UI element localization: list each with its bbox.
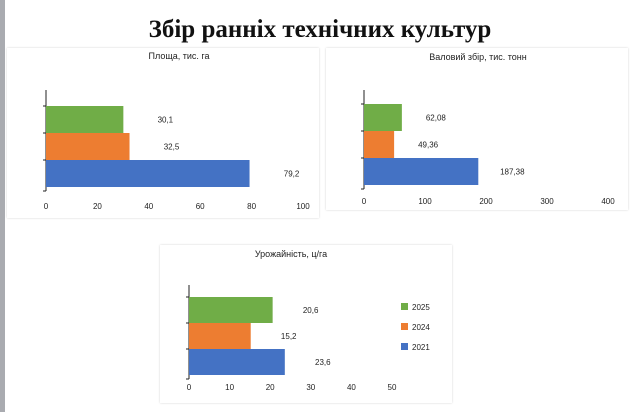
chart-title: Площа, тис. га <box>149 51 210 61</box>
x-tick-label: 60 <box>196 202 205 211</box>
bar-2021 <box>189 349 285 375</box>
chart-yield: Урожайність, ц/га 20,6 15,2 23,6 0 10 20 30 40 50… <box>186 249 430 392</box>
x-tick-label: 400 <box>601 197 615 206</box>
x-tick-label: 40 <box>347 383 356 392</box>
slide-title: Збір ранніх технічних культур <box>148 16 492 43</box>
bar-2021 <box>364 158 479 185</box>
legend-label-2024: 2024 <box>412 323 430 332</box>
legend-label-2021: 2021 <box>412 343 430 352</box>
x-tick-label: 100 <box>296 202 310 211</box>
x-tick-label: 20 <box>93 202 102 211</box>
x-tick-label: 80 <box>247 202 256 211</box>
chart-area: Площа, тис. га 30,1 32,5 79,2 0 20 40 60 80 100 <box>43 51 310 211</box>
chart-panel-yield: Урожайність, ц/га 20,6 15,2 23,6 0 10 20 30 40 50… <box>160 245 452 403</box>
x-tick-label: 0 <box>187 383 192 392</box>
x-tick-label: 100 <box>418 197 432 206</box>
x-tick-label: 10 <box>225 383 234 392</box>
legend-swatch-2024 <box>401 323 408 330</box>
data-label-2021: 23,6 <box>315 358 331 367</box>
data-label-2021: 187,38 <box>500 168 525 177</box>
bar-2021 <box>46 160 250 187</box>
x-tick-label: 50 <box>388 383 397 392</box>
x-tick-label: 0 <box>362 197 367 206</box>
bar-2024 <box>364 131 395 158</box>
legend-swatch-2021 <box>401 343 408 350</box>
x-tick-label: 200 <box>479 197 493 206</box>
data-label-2025: 20,6 <box>303 306 319 315</box>
x-tick-label: 40 <box>144 202 153 211</box>
chart-panel-area: Площа, тис. га 30,1 32,5 79,2 0 20 40 60 80 100 <box>7 48 319 218</box>
legend-swatch-2025 <box>401 303 408 310</box>
data-label-2024: 32,5 <box>164 143 180 152</box>
data-label-2024: 15,2 <box>281 332 297 341</box>
bar-2024 <box>189 323 251 349</box>
x-tick-label: 300 <box>540 197 554 206</box>
chart-title: Урожайність, ц/га <box>255 249 327 259</box>
bar-2025 <box>189 297 273 323</box>
chart-title: Валовий збір, тис. тонн <box>429 52 527 62</box>
legend-label-2025: 2025 <box>412 303 430 312</box>
data-label-2025: 30,1 <box>158 116 174 125</box>
x-tick-label: 30 <box>306 383 315 392</box>
data-label-2021: 79,2 <box>284 170 300 179</box>
x-tick-label: 0 <box>44 202 49 211</box>
data-label-2024: 49,36 <box>418 141 439 150</box>
bar-2025 <box>364 104 402 131</box>
x-tick-label: 20 <box>266 383 275 392</box>
bar-2025 <box>46 106 124 133</box>
bar-2024 <box>46 133 130 160</box>
slide-left-border <box>0 0 5 412</box>
chart-panel-harvest: Валовий збір, тис. тонн 62,08 49,36 187,38 0… <box>326 48 628 210</box>
data-label-2025: 62,08 <box>426 114 447 123</box>
chart-harvest: Валовий збір, тис. тонн 62,08 49,36 187,38 0… <box>361 52 615 206</box>
